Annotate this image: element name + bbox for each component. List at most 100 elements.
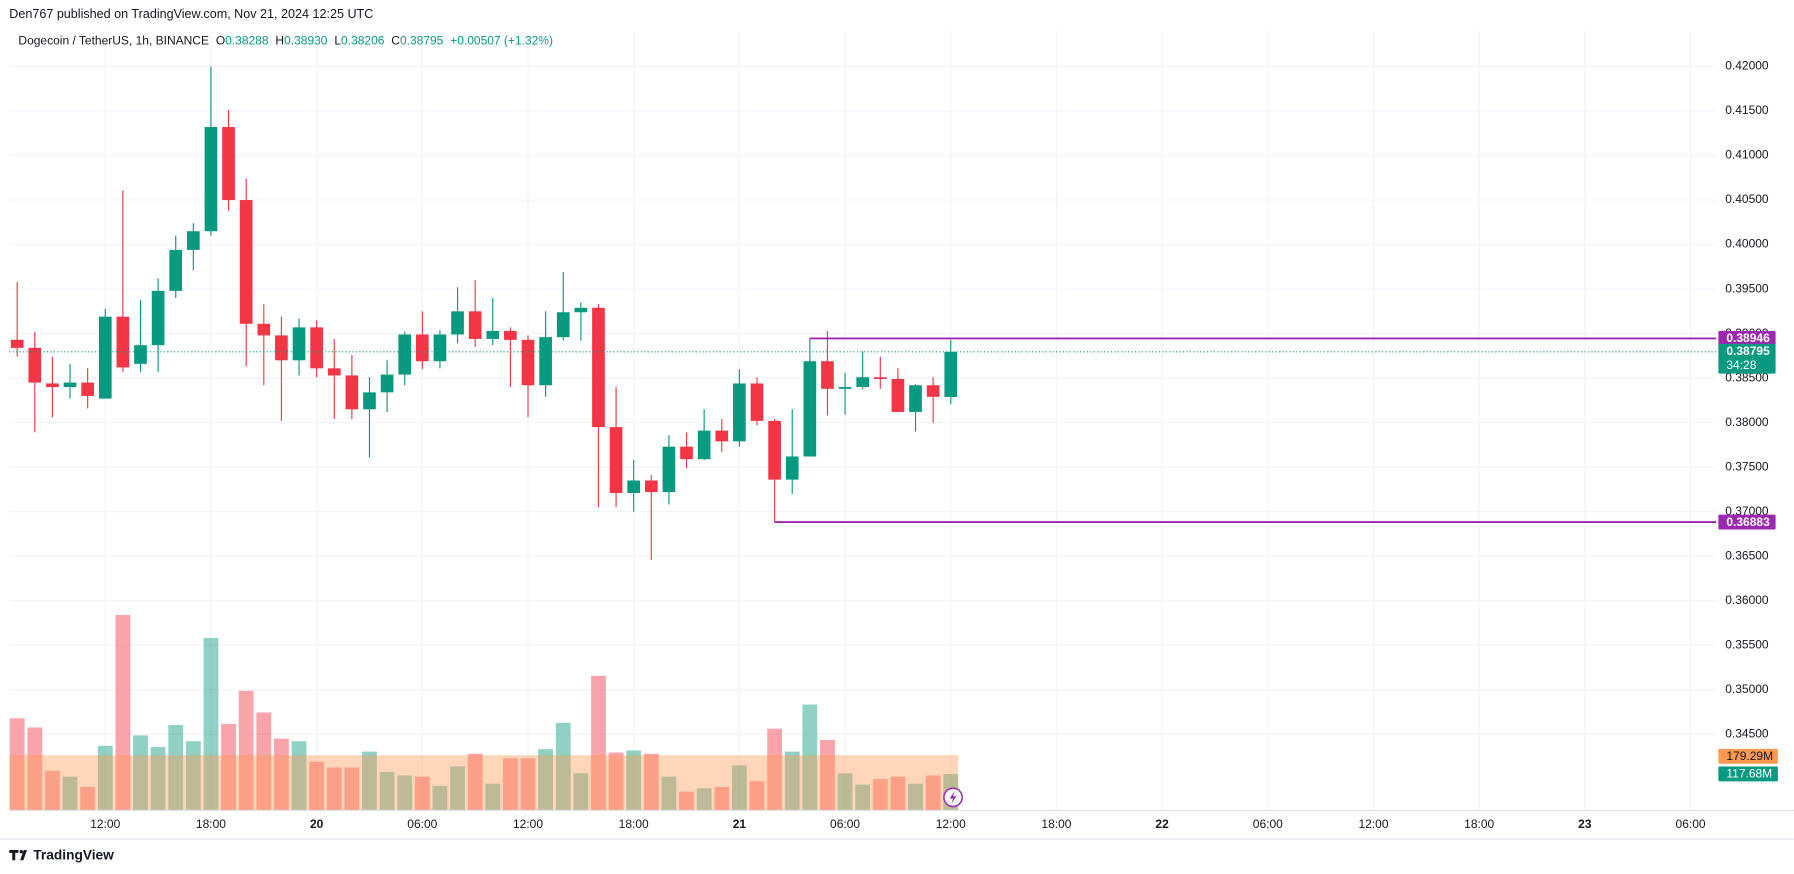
y-tick-label: 0.42000 — [1725, 59, 1769, 73]
candle-body — [186, 231, 200, 250]
candle-body — [486, 330, 500, 339]
y-tick-label: 0.41500 — [1725, 103, 1769, 117]
candle-body — [873, 377, 887, 380]
last-price-label: 0.38795 — [1726, 344, 1770, 358]
volume-bar — [450, 766, 465, 810]
volume-ma-label: 179.29M — [1726, 749, 1773, 763]
candle-body — [398, 334, 412, 375]
volume-bar — [326, 767, 342, 810]
y-tick-label: 0.35500 — [1725, 637, 1769, 651]
volume-bar — [538, 749, 554, 810]
x-tick-label: 18:00 — [196, 817, 226, 831]
volume-bar — [344, 767, 360, 810]
candle-body — [98, 316, 112, 399]
candle-body — [627, 480, 641, 493]
volume-bar — [432, 785, 448, 810]
candle-body — [28, 347, 42, 383]
candle-body — [134, 345, 147, 364]
candle-body — [433, 334, 447, 362]
candle-body — [292, 327, 306, 361]
x-tick-label: 20 — [310, 817, 324, 831]
candle-body — [697, 430, 711, 460]
candle-body — [10, 339, 24, 348]
y-tick-label: 0.37500 — [1725, 459, 1769, 473]
volume-ma-tag — [1718, 748, 1778, 764]
candle-body — [327, 368, 341, 376]
y-tick-label: 0.34500 — [1725, 726, 1769, 740]
axes: 0.34500 0.35000 0.35500 0.36000 0.36500 0.370… — [90, 59, 1778, 831]
candle-body — [944, 351, 958, 397]
candle-body — [909, 385, 922, 412]
volume-bar — [784, 751, 800, 810]
candle-body — [715, 430, 729, 442]
candles — [10, 66, 958, 560]
y-tick-label: 0.40000 — [1725, 237, 1769, 251]
countdown: 34:28 — [1726, 358, 1756, 372]
volume-bar — [185, 741, 201, 810]
y-tick-label: 0.41000 — [1725, 148, 1769, 162]
candle-body — [257, 323, 271, 336]
volume-bar — [221, 724, 236, 810]
grid — [9, 30, 1717, 810]
volume-bar — [855, 784, 871, 810]
legend-value: 0.38206 — [341, 33, 385, 47]
candle-body — [821, 361, 834, 389]
volume-bar — [749, 781, 765, 810]
volume-bar — [643, 753, 659, 810]
volume-bar — [591, 675, 606, 810]
candle-body — [680, 446, 693, 460]
volume-bar — [908, 783, 923, 810]
volume-bar — [626, 750, 642, 810]
x-tick-label: 12:00 — [90, 817, 120, 831]
x-tick-label: 12:00 — [1358, 817, 1388, 831]
candle-body — [380, 374, 394, 393]
candle-body — [891, 379, 905, 412]
candle-body — [63, 382, 77, 388]
brand: TradingView — [33, 847, 114, 862]
volume-tag — [1718, 766, 1778, 782]
volume-bar — [291, 741, 307, 810]
volume-bar — [45, 770, 60, 810]
volume-bar — [573, 773, 589, 810]
x-tick-label: 18:00 — [1464, 817, 1494, 831]
candle-body — [785, 456, 799, 480]
volume-bar — [203, 637, 219, 810]
candle-body — [662, 446, 676, 493]
legend-key: L — [334, 33, 341, 47]
volume-bar — [274, 738, 289, 810]
price-line-tag — [1718, 514, 1776, 530]
legend-value: 0.38288 — [225, 33, 269, 47]
candle-body — [151, 290, 165, 346]
volume-bar — [256, 712, 272, 810]
x-tick-label: 06:00 — [407, 817, 437, 831]
candle-body — [345, 375, 359, 410]
volume-bar — [802, 704, 818, 810]
legend-key: C — [391, 33, 400, 47]
volume-bar — [362, 751, 377, 810]
y-tick-label: 0.36500 — [1725, 548, 1769, 562]
volume-label: 117.68M — [1726, 767, 1772, 781]
volume-bar — [414, 776, 430, 810]
last-price-tag — [1718, 343, 1776, 374]
candle-body — [926, 385, 940, 397]
candle-body — [239, 200, 253, 324]
legend-value: 0.38930 — [284, 33, 328, 47]
volume-bar — [696, 788, 712, 810]
volume-bar — [820, 739, 835, 810]
y-tick-label: 0.40500 — [1725, 192, 1769, 206]
candle-body — [644, 480, 658, 493]
candle-body — [768, 420, 781, 480]
alert-icon — [943, 787, 963, 808]
candle-body — [556, 312, 570, 338]
candle-body — [733, 383, 746, 442]
brand-logo — [9, 849, 28, 861]
candle-body — [803, 361, 817, 457]
volume-bar — [679, 791, 694, 810]
y-tick-label: 0.36000 — [1725, 593, 1769, 607]
volume-bar — [520, 758, 536, 810]
volume-bar — [397, 775, 413, 810]
x-tick-label: 12:00 — [513, 817, 543, 831]
volume-bar — [97, 745, 113, 810]
x-tick-label: 23 — [1578, 817, 1592, 831]
